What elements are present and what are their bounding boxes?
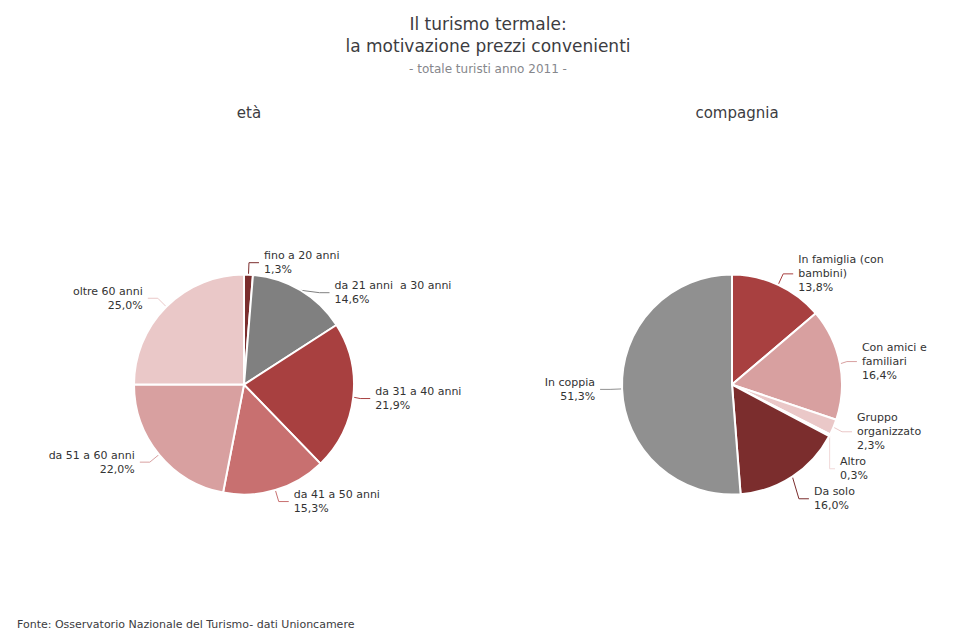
svg-text:25,0%: 25,0% [108,299,143,312]
svg-text:2,3%: 2,3% [857,439,885,452]
svg-text:da 31 a 40 anni: da 31 a 40 anni [375,385,461,398]
svg-text:da 41 a 50 anni: da 41 a 50 anni [294,488,380,501]
svg-text:16,0%: 16,0% [814,499,849,512]
svg-text:Con amici e: Con amici e [862,341,927,354]
svg-text:Altro: Altro [840,455,866,468]
svg-text:Da solo: Da solo [814,485,855,498]
svg-text:0,3%: 0,3% [840,469,868,482]
svg-text:14,6%: 14,6% [335,293,370,306]
svg-text:la motivazione prezzi convenie: la motivazione prezzi convenienti [345,36,630,56]
svg-text:In coppia: In coppia [545,376,595,389]
svg-text:13,8%: 13,8% [798,281,833,294]
svg-text:22,0%: 22,0% [100,463,135,476]
svg-text:51,3%: 51,3% [560,390,595,403]
svg-text:Gruppo: Gruppo [857,411,898,424]
svg-text:21,9%: 21,9% [375,399,410,412]
svg-text:familiari: familiari [862,355,907,368]
svg-text:da 21 anni a 30 anni: da 21 anni a 30 anni [335,279,452,292]
svg-text:In famiglia (con: In famiglia (con [798,253,883,266]
svg-text:16,4%: 16,4% [862,369,897,382]
svg-text:Il turismo termale:: Il turismo termale: [409,14,566,34]
svg-text:bambini): bambini) [798,267,847,280]
svg-text:15,3%: 15,3% [294,502,329,515]
svg-text:età: età [237,104,261,122]
svg-text:- totale turisti anno 2011 -: - totale turisti anno 2011 - [409,62,567,76]
svg-text:compagnia: compagnia [695,104,778,122]
svg-text:oltre 60 anni: oltre 60 anni [73,285,143,298]
svg-text:da 51 a 60 anni: da 51 a 60 anni [49,449,135,462]
svg-text:1,3%: 1,3% [264,263,292,276]
svg-text:fino a 20 anni: fino a 20 anni [264,249,340,262]
svg-text:Fonte: Osservatorio Nazionale: Fonte: Osservatorio Nazionale del Turism… [17,618,355,631]
svg-text:organizzato: organizzato [857,425,921,438]
